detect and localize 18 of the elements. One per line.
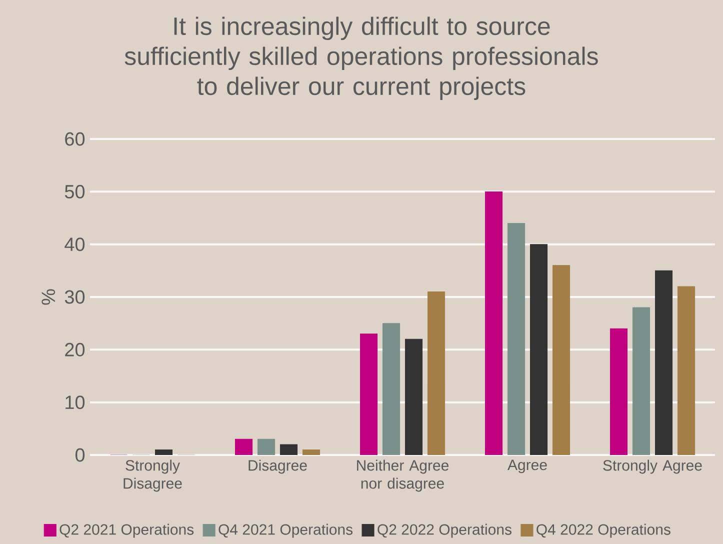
x-tick-label: Agree xyxy=(508,460,547,474)
y-tick-label: 0 xyxy=(75,448,85,462)
chart-title: It is increasingly difficult to source sufficiently skilled operations professionals to deliver our current projects xyxy=(124,16,598,100)
legend-label: Q2 2021 Operations xyxy=(60,524,194,538)
legend-label: Q4 2022 Operations xyxy=(536,524,670,538)
legend-label: Q2 2022 Operations xyxy=(378,524,512,538)
y-tick-label: 10 xyxy=(66,396,85,410)
y-tick-label: 20 xyxy=(65,342,85,356)
x-tick-label: Neither Agree nor disagree xyxy=(357,460,449,492)
y-tick-label: 50 xyxy=(64,184,85,198)
x-tick-label: Disagree xyxy=(248,460,307,474)
y-tick-label: 30 xyxy=(64,290,85,304)
y-axis-title: % xyxy=(42,289,56,305)
y-tick-label: 60 xyxy=(65,132,85,146)
x-tick-label: Strongly Disagree xyxy=(124,460,182,492)
y-tick-label: 40 xyxy=(64,238,85,252)
legend-label: Q4 2021 Operations xyxy=(218,524,353,538)
x-tick-label: Strongly Agree xyxy=(603,460,702,474)
